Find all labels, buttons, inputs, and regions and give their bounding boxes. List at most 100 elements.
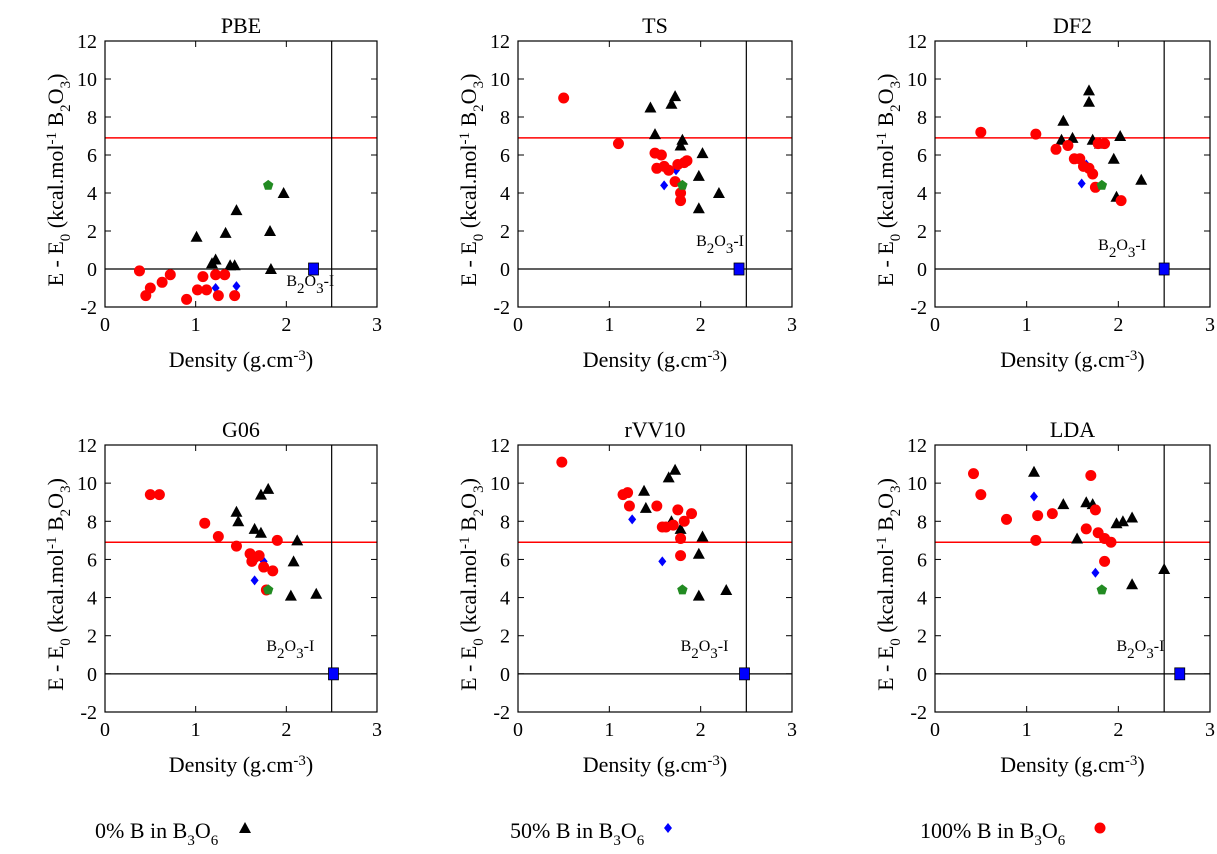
circle-point: [686, 508, 698, 520]
circle-point: [1085, 470, 1097, 482]
diamond-point: [1030, 491, 1038, 502]
y-tick-label: 8: [917, 511, 927, 533]
y-tick-label: 2: [500, 626, 510, 648]
triangle-point: [264, 263, 277, 274]
y-axis-label: E - E0 (kcal.mol-1 B2O3): [456, 74, 487, 287]
triangle-point: [712, 187, 725, 198]
x-tick-label: 1: [604, 314, 614, 336]
triangle-point: [692, 169, 705, 181]
circle-point: [201, 284, 213, 296]
panel-title: PBE: [221, 13, 261, 38]
x-tick-label: 3: [372, 314, 382, 336]
triangle-point: [239, 822, 251, 833]
y-tick-label: 4: [500, 183, 510, 205]
x-tick-label: 2: [696, 314, 706, 336]
triangle-point: [219, 226, 232, 238]
y-tick-label: 8: [87, 107, 97, 129]
structure-annotation: B2O3-I: [1117, 638, 1165, 662]
y-tick-label: 2: [500, 221, 510, 243]
pentagon-point: [1096, 584, 1108, 595]
circle-point: [681, 155, 693, 167]
y-tick-label: 12: [907, 31, 927, 53]
triangle-point: [1083, 84, 1095, 96]
y-tick-label: 0: [917, 259, 927, 281]
circle-point: [1046, 508, 1058, 520]
y-tick-label: 6: [917, 549, 927, 571]
panel-title: G06: [222, 417, 260, 442]
circle-point: [181, 293, 193, 305]
structure-annotation: B2O3-I: [286, 273, 334, 297]
plot-frame: [104, 40, 378, 308]
plot-frame: [104, 444, 378, 713]
y-tick-label: 0: [917, 664, 927, 686]
circle-point: [219, 269, 231, 281]
y-tick-label: -2: [80, 297, 97, 319]
circle-point: [558, 92, 570, 104]
triangle-point: [638, 484, 651, 496]
diamond-point: [664, 823, 672, 833]
x-tick-label: 2: [281, 719, 291, 741]
circle-point: [675, 550, 687, 562]
y-tick-label: 2: [917, 626, 927, 648]
circle-point: [258, 561, 270, 573]
y-tick-label: 8: [500, 511, 510, 533]
reference-square: [308, 262, 319, 276]
circle-point: [1030, 534, 1042, 546]
circle-point: [655, 149, 667, 161]
triangle-point: [674, 522, 687, 534]
y-tick-label: 6: [917, 145, 927, 167]
y-tick-label: 4: [87, 588, 97, 610]
y-tick-label: 6: [500, 549, 510, 571]
x-axis-label: Density (g.cm-3): [169, 347, 313, 372]
diamond-point: [628, 514, 637, 525]
pentagon-point: [1096, 179, 1108, 190]
triangle-point: [692, 547, 705, 559]
y-tick-label: 6: [87, 145, 97, 167]
x-tick-label: 1: [604, 719, 614, 741]
diamond-point: [658, 556, 667, 567]
triangle-point: [291, 534, 304, 546]
triangle-point: [230, 204, 243, 216]
triangle-point: [1126, 578, 1139, 590]
y-tick-label: 0: [500, 259, 510, 281]
circle-point: [156, 276, 168, 288]
structure-annotation: B2O3-I: [696, 233, 744, 257]
triangle-point: [665, 97, 678, 109]
circle-point: [667, 519, 679, 531]
x-tick-label: 3: [1205, 719, 1215, 741]
y-tick-label: -2: [493, 702, 510, 724]
triangle-point: [720, 583, 733, 595]
triangle-point: [662, 471, 675, 483]
circle-point: [1087, 168, 1099, 180]
y-tick-label: 4: [87, 183, 97, 205]
pentagon-point: [677, 584, 688, 595]
triangle-point: [232, 515, 245, 527]
circle-point: [663, 164, 675, 176]
triangle-point: [669, 90, 682, 102]
y-tick-label: -2: [910, 297, 927, 319]
plot-frame: [934, 444, 1211, 713]
triangle-point: [1083, 95, 1095, 107]
triangle-point: [264, 225, 277, 236]
reference-square: [1174, 667, 1186, 681]
y-axis-label: E - E0 (kcal.mol-1 B2O3): [43, 74, 74, 287]
x-tick-label: 1: [191, 314, 201, 336]
reference-square: [1158, 262, 1170, 276]
circle-point: [212, 531, 224, 543]
triangle-point: [649, 128, 661, 140]
panel-title: rVV10: [624, 417, 685, 442]
y-axis-label: E - E0 (kcal.mol-1 B2O3): [873, 478, 904, 691]
y-tick-label: 6: [500, 145, 510, 167]
y-tick-label: 10: [907, 69, 927, 91]
triangle-point: [1114, 130, 1127, 141]
legend-label: 100% B in B3O6: [920, 818, 1066, 849]
x-axis-label: Density (g.cm-3): [169, 752, 313, 777]
reference-square: [733, 262, 745, 276]
x-axis-label: Density (g.cm-3): [1000, 752, 1144, 777]
triangle-point: [669, 463, 682, 475]
x-tick-label: 1: [1022, 719, 1032, 741]
